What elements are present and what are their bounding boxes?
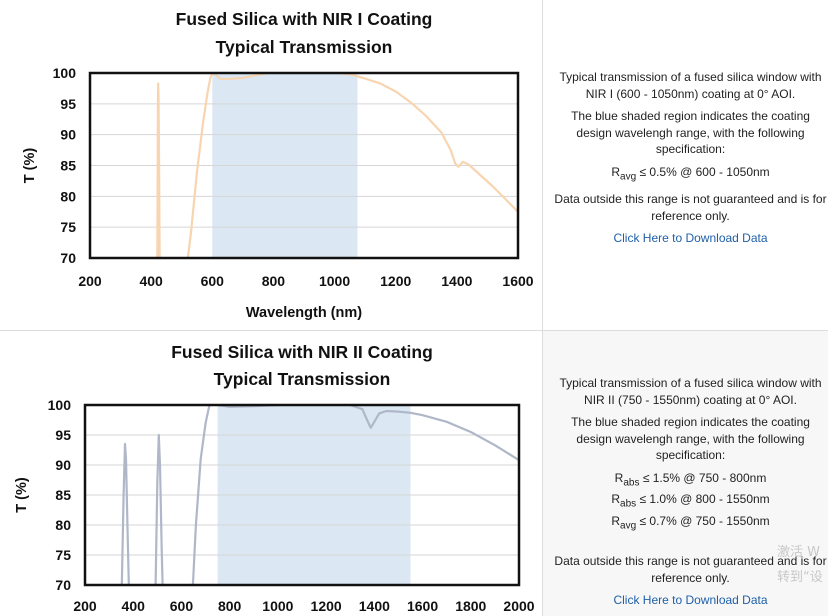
spec-line: Ravg ≤ 0.5% @ 600 - 1050nm [553, 164, 828, 186]
x-tick-label: 200 [73, 598, 97, 614]
description-text: Typical transmission of a fused silica w… [559, 70, 822, 101]
column-divider [542, 0, 543, 330]
x-tick-label: 1400 [359, 598, 390, 614]
description-panel-1: Typical transmission of a fused silica w… [553, 69, 828, 247]
chart-nir-ii: Fused Silica with NIR II Coating Typical … [14, 342, 535, 614]
y-tick-label: 95 [60, 96, 76, 112]
x-tick-label: 1200 [311, 598, 342, 614]
x-tick-label: 600 [201, 273, 225, 289]
plot-frame [88, 71, 520, 260]
chart-row-2: Fused Silica with NIR II Coating Typical … [0, 331, 828, 616]
x-tick-label: 1400 [441, 273, 472, 289]
spec-symbol: R [611, 164, 621, 179]
x-tick-label: 1200 [380, 273, 411, 289]
spec-value: ≤ 1.5% @ 750 - 800nm [642, 470, 767, 485]
disclaimer-text: Data outside this range is not guarantee… [554, 554, 827, 585]
description-text: The blue shaded region indicates the coa… [571, 109, 810, 156]
chart-cell-2: Fused Silica with NIR II Coating Typical … [0, 331, 542, 616]
download-data-link[interactable]: Click Here to Download Data [613, 231, 768, 246]
y-tick-label: 85 [55, 487, 71, 503]
y-axis-label: T (%) [22, 148, 38, 184]
spec-list: Ravg ≤ 0.5% @ 600 - 1050nm [553, 164, 828, 186]
row-divider [0, 330, 828, 331]
description-text: The blue shaded region indicates the coa… [571, 415, 810, 462]
x-tick-label: 400 [139, 273, 163, 289]
activation-watermark-line: 激活 W [777, 545, 820, 560]
description-panel-2: Typical transmission of a fused silica w… [553, 375, 828, 609]
spec-value: ≤ 0.7% @ 750 - 1550nm [639, 514, 770, 529]
y-tick-label: 75 [60, 219, 76, 235]
spec-line: Rabs ≤ 1.0% @ 800 - 1550nm [553, 491, 828, 513]
spec-subscript: abs [623, 476, 640, 488]
y-axis-label: T (%) [14, 477, 30, 513]
y-tick-label: 100 [48, 397, 72, 413]
spec-symbol: R [611, 514, 621, 529]
x-tick-label: 1000 [319, 273, 350, 289]
spec-subscript: avg [620, 520, 637, 532]
spec-subscript: abs [620, 498, 637, 510]
chart-title: Typical Transmission [216, 37, 393, 57]
x-tick-label: 1000 [262, 598, 293, 614]
x-axis-label: Wavelength (nm) [246, 305, 362, 321]
x-tick-label: 200 [78, 273, 102, 289]
y-tick-label: 80 [55, 517, 71, 533]
spec-line: Rabs ≤ 1.5% @ 750 - 800nm [553, 470, 828, 492]
x-tick-label: 2000 [503, 598, 534, 614]
y-tick-label: 85 [60, 158, 76, 174]
transmission-curve [154, 433, 164, 585]
x-tick-label: 600 [170, 598, 194, 614]
plot-frame [83, 403, 521, 587]
chart-cell-1: Fused Silica with NIR I Coating Typical T… [0, 0, 542, 330]
spec-symbol: R [614, 470, 624, 485]
y-tick-label: 70 [60, 250, 76, 266]
spec-value: ≤ 0.5% @ 600 - 1050nm [639, 164, 770, 179]
transmission-curve [120, 442, 130, 585]
y-tick-label: 75 [55, 547, 71, 563]
description-cell-2: Typical transmission of a fused silica w… [543, 331, 828, 616]
y-tick-label: 70 [55, 577, 71, 593]
y-tick-label: 90 [60, 127, 76, 143]
spec-symbol: R [611, 492, 621, 507]
spec-value: ≤ 1.0% @ 800 - 1550nm [639, 492, 770, 507]
chart-title: Fused Silica with NIR I Coating [176, 9, 433, 29]
y-tick-label: 90 [55, 457, 71, 473]
transmission-curve [156, 82, 161, 258]
x-tick-label: 400 [122, 598, 146, 614]
x-tick-label: 800 [262, 273, 286, 289]
x-tick-label: 800 [218, 598, 242, 614]
y-tick-label: 95 [55, 427, 71, 443]
x-tick-label: 1600 [502, 273, 533, 289]
spec-list: Rabs ≤ 1.5% @ 750 - 800nm Rabs ≤ 1.0% @ … [553, 470, 828, 536]
chart-row-1: Fused Silica with NIR I Coating Typical T… [0, 0, 828, 330]
y-tick-label: 100 [53, 65, 77, 81]
download-data-link[interactable]: Click Here to Download Data [613, 593, 768, 608]
x-tick-label: 1800 [455, 598, 486, 614]
x-tick-label: 1600 [407, 598, 438, 614]
activation-watermark-line: 转到“设 [777, 570, 823, 585]
disclaimer-text: Data outside this range is not guarantee… [554, 192, 827, 223]
chart-title: Fused Silica with NIR II Coating [171, 342, 433, 362]
chart-title: Typical Transmission [214, 369, 391, 389]
column-divider [542, 331, 543, 616]
y-tick-label: 80 [60, 188, 76, 204]
spec-line: Ravg ≤ 0.7% @ 750 - 1550nm [553, 513, 828, 535]
chart-nir-i: Fused Silica with NIR I Coating Typical T… [22, 9, 534, 321]
description-cell-1: Typical transmission of a fused silica w… [543, 0, 828, 330]
spec-subscript: avg [620, 170, 637, 182]
description-text: Typical transmission of a fused silica w… [559, 376, 822, 407]
